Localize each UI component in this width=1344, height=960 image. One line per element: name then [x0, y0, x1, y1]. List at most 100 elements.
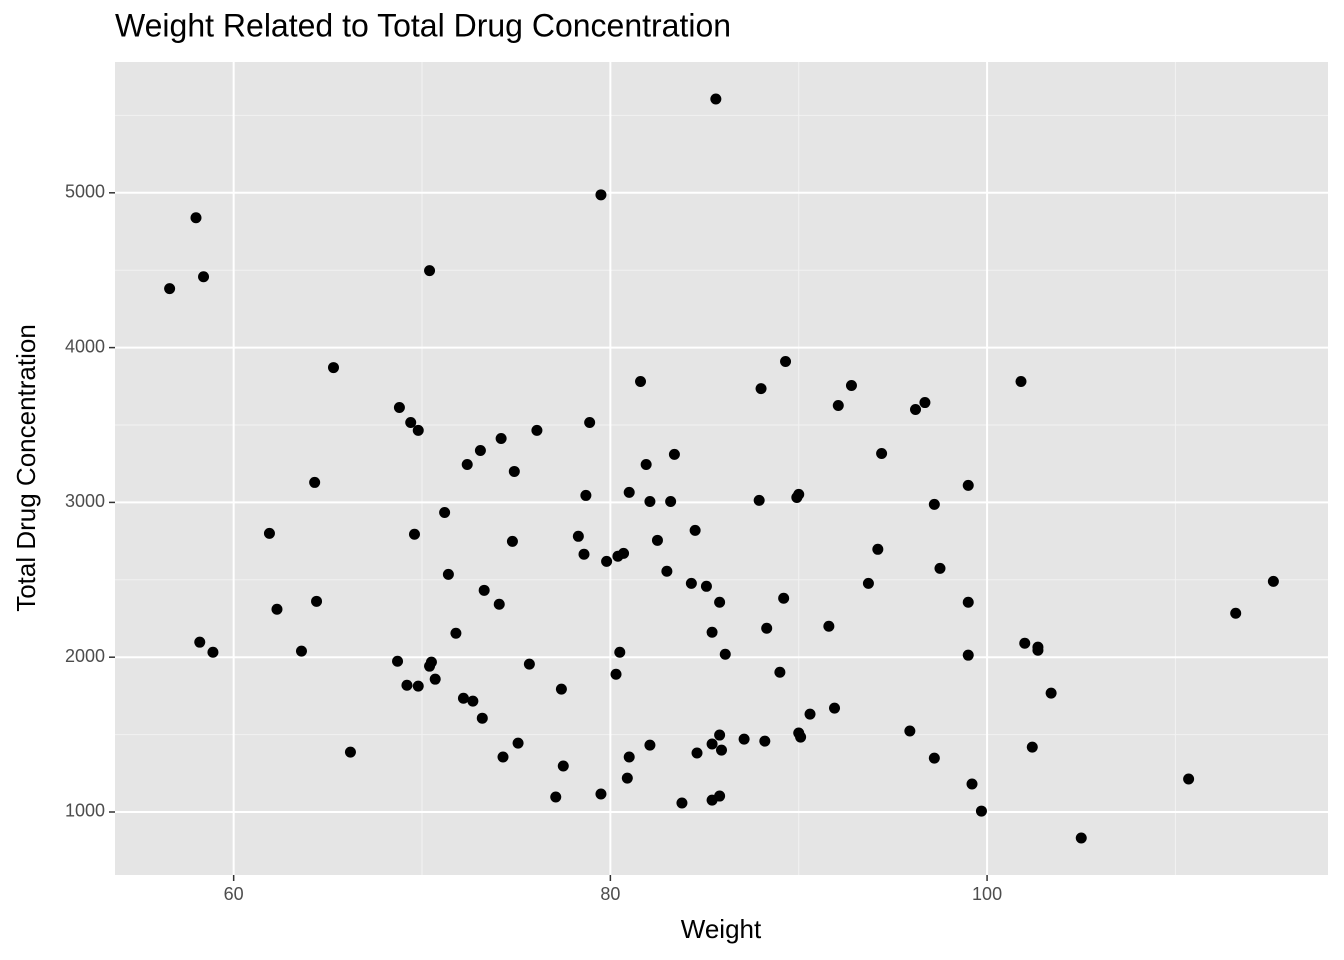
scatter-point: [966, 778, 978, 790]
scatter-point: [975, 805, 987, 817]
scatter-point: [623, 751, 635, 763]
scatter-point: [493, 598, 505, 610]
scatter-point: [934, 562, 946, 574]
scatter-point: [263, 527, 275, 539]
scatter-point: [450, 627, 462, 639]
scatter-point: [793, 488, 805, 500]
scatter-point: [327, 362, 339, 374]
scatter-point: [651, 534, 663, 546]
scatter-point: [1183, 773, 1195, 785]
scatter-point: [691, 747, 703, 759]
scatter-point: [425, 656, 437, 668]
scatter-point: [190, 212, 202, 224]
x-tick-label: 60: [224, 884, 244, 904]
scatter-point: [578, 548, 590, 560]
scatter-point: [572, 530, 584, 542]
scatter-point: [478, 584, 490, 596]
scatter-point: [555, 683, 567, 695]
scatter-point: [309, 476, 321, 488]
scatter-point: [685, 577, 697, 589]
scatter-point: [661, 565, 673, 577]
scatter-point: [928, 498, 940, 510]
scatter-point: [401, 679, 413, 691]
scatter-point: [393, 402, 405, 414]
scatter-point: [904, 725, 916, 737]
scatter-point: [461, 458, 473, 470]
scatter-point: [580, 489, 592, 501]
scatter-point: [614, 646, 626, 658]
scatter-point: [910, 404, 922, 416]
scatter-point: [1026, 741, 1038, 753]
scatter-point: [595, 189, 607, 201]
scatter-point: [716, 744, 727, 756]
scatter-point: [1015, 376, 1027, 388]
scatter-point: [668, 448, 680, 460]
scatter-point: [1032, 644, 1044, 656]
scatter-point: [512, 737, 524, 749]
scatter-point: [714, 790, 726, 802]
scatter-point: [392, 655, 404, 667]
scatter-point: [753, 494, 765, 506]
y-tick-label: 1000: [65, 801, 105, 821]
scatter-point: [1075, 832, 1087, 844]
scatter-point: [928, 752, 940, 764]
scatter-point: [408, 528, 420, 540]
scatter-point: [295, 645, 307, 657]
scatter-point: [761, 622, 773, 634]
scatter-point: [495, 432, 507, 444]
scatter-point: [550, 791, 562, 803]
scatter-point: [506, 535, 518, 547]
scatter-point: [623, 486, 635, 498]
scatter-point: [1230, 607, 1242, 619]
y-tick-label: 4000: [65, 336, 105, 356]
scatter-point: [832, 399, 844, 411]
scatter-point: [164, 283, 176, 295]
scatter-point: [584, 417, 596, 429]
scatter-point: [429, 673, 441, 685]
scatter-point: [474, 445, 486, 457]
scatter-point: [640, 458, 652, 470]
scatter-point: [644, 495, 656, 507]
scatter-point: [424, 265, 436, 277]
scatter-point: [710, 93, 722, 105]
scatter-point: [442, 568, 454, 580]
scatter-point: [714, 596, 726, 608]
scatter-point: [198, 271, 210, 283]
scatter-point: [665, 495, 677, 507]
scatter-point: [557, 760, 569, 772]
scatter-point: [780, 356, 792, 368]
scatter-point: [412, 424, 424, 436]
scatter-point: [919, 397, 931, 409]
scatter-point: [872, 543, 884, 555]
scatter-point: [706, 738, 718, 750]
scatter-point: [405, 417, 417, 429]
scatter-point: [962, 596, 974, 608]
y-tick-label: 3000: [65, 491, 105, 511]
scatter-point: [635, 376, 647, 388]
x-axis-title: Weight: [681, 914, 762, 944]
scatter-point: [774, 666, 786, 678]
scatter-point: [610, 668, 622, 680]
scatter-point: [497, 751, 509, 763]
scatter-point: [962, 479, 974, 491]
y-axis-title: Total Drug Concentration: [11, 324, 41, 612]
scatter-point: [804, 708, 816, 720]
scatter-point: [700, 580, 712, 592]
scatter-point: [795, 731, 807, 743]
scatter-point: [523, 658, 535, 670]
scatter-point: [689, 524, 701, 536]
x-tick-label: 100: [972, 884, 1002, 904]
scatter-point: [759, 735, 771, 747]
scatter-point: [194, 636, 206, 648]
scatter-point: [706, 626, 718, 638]
scatter-point: [876, 447, 888, 459]
scatter-point: [621, 772, 633, 784]
scatter-point: [845, 380, 857, 392]
scatter-point: [207, 646, 219, 658]
scatter-point: [823, 620, 835, 632]
scatter-point: [778, 592, 790, 604]
scatter-point: [755, 383, 767, 395]
scatter-point: [476, 712, 488, 724]
scatter-point: [676, 797, 688, 809]
